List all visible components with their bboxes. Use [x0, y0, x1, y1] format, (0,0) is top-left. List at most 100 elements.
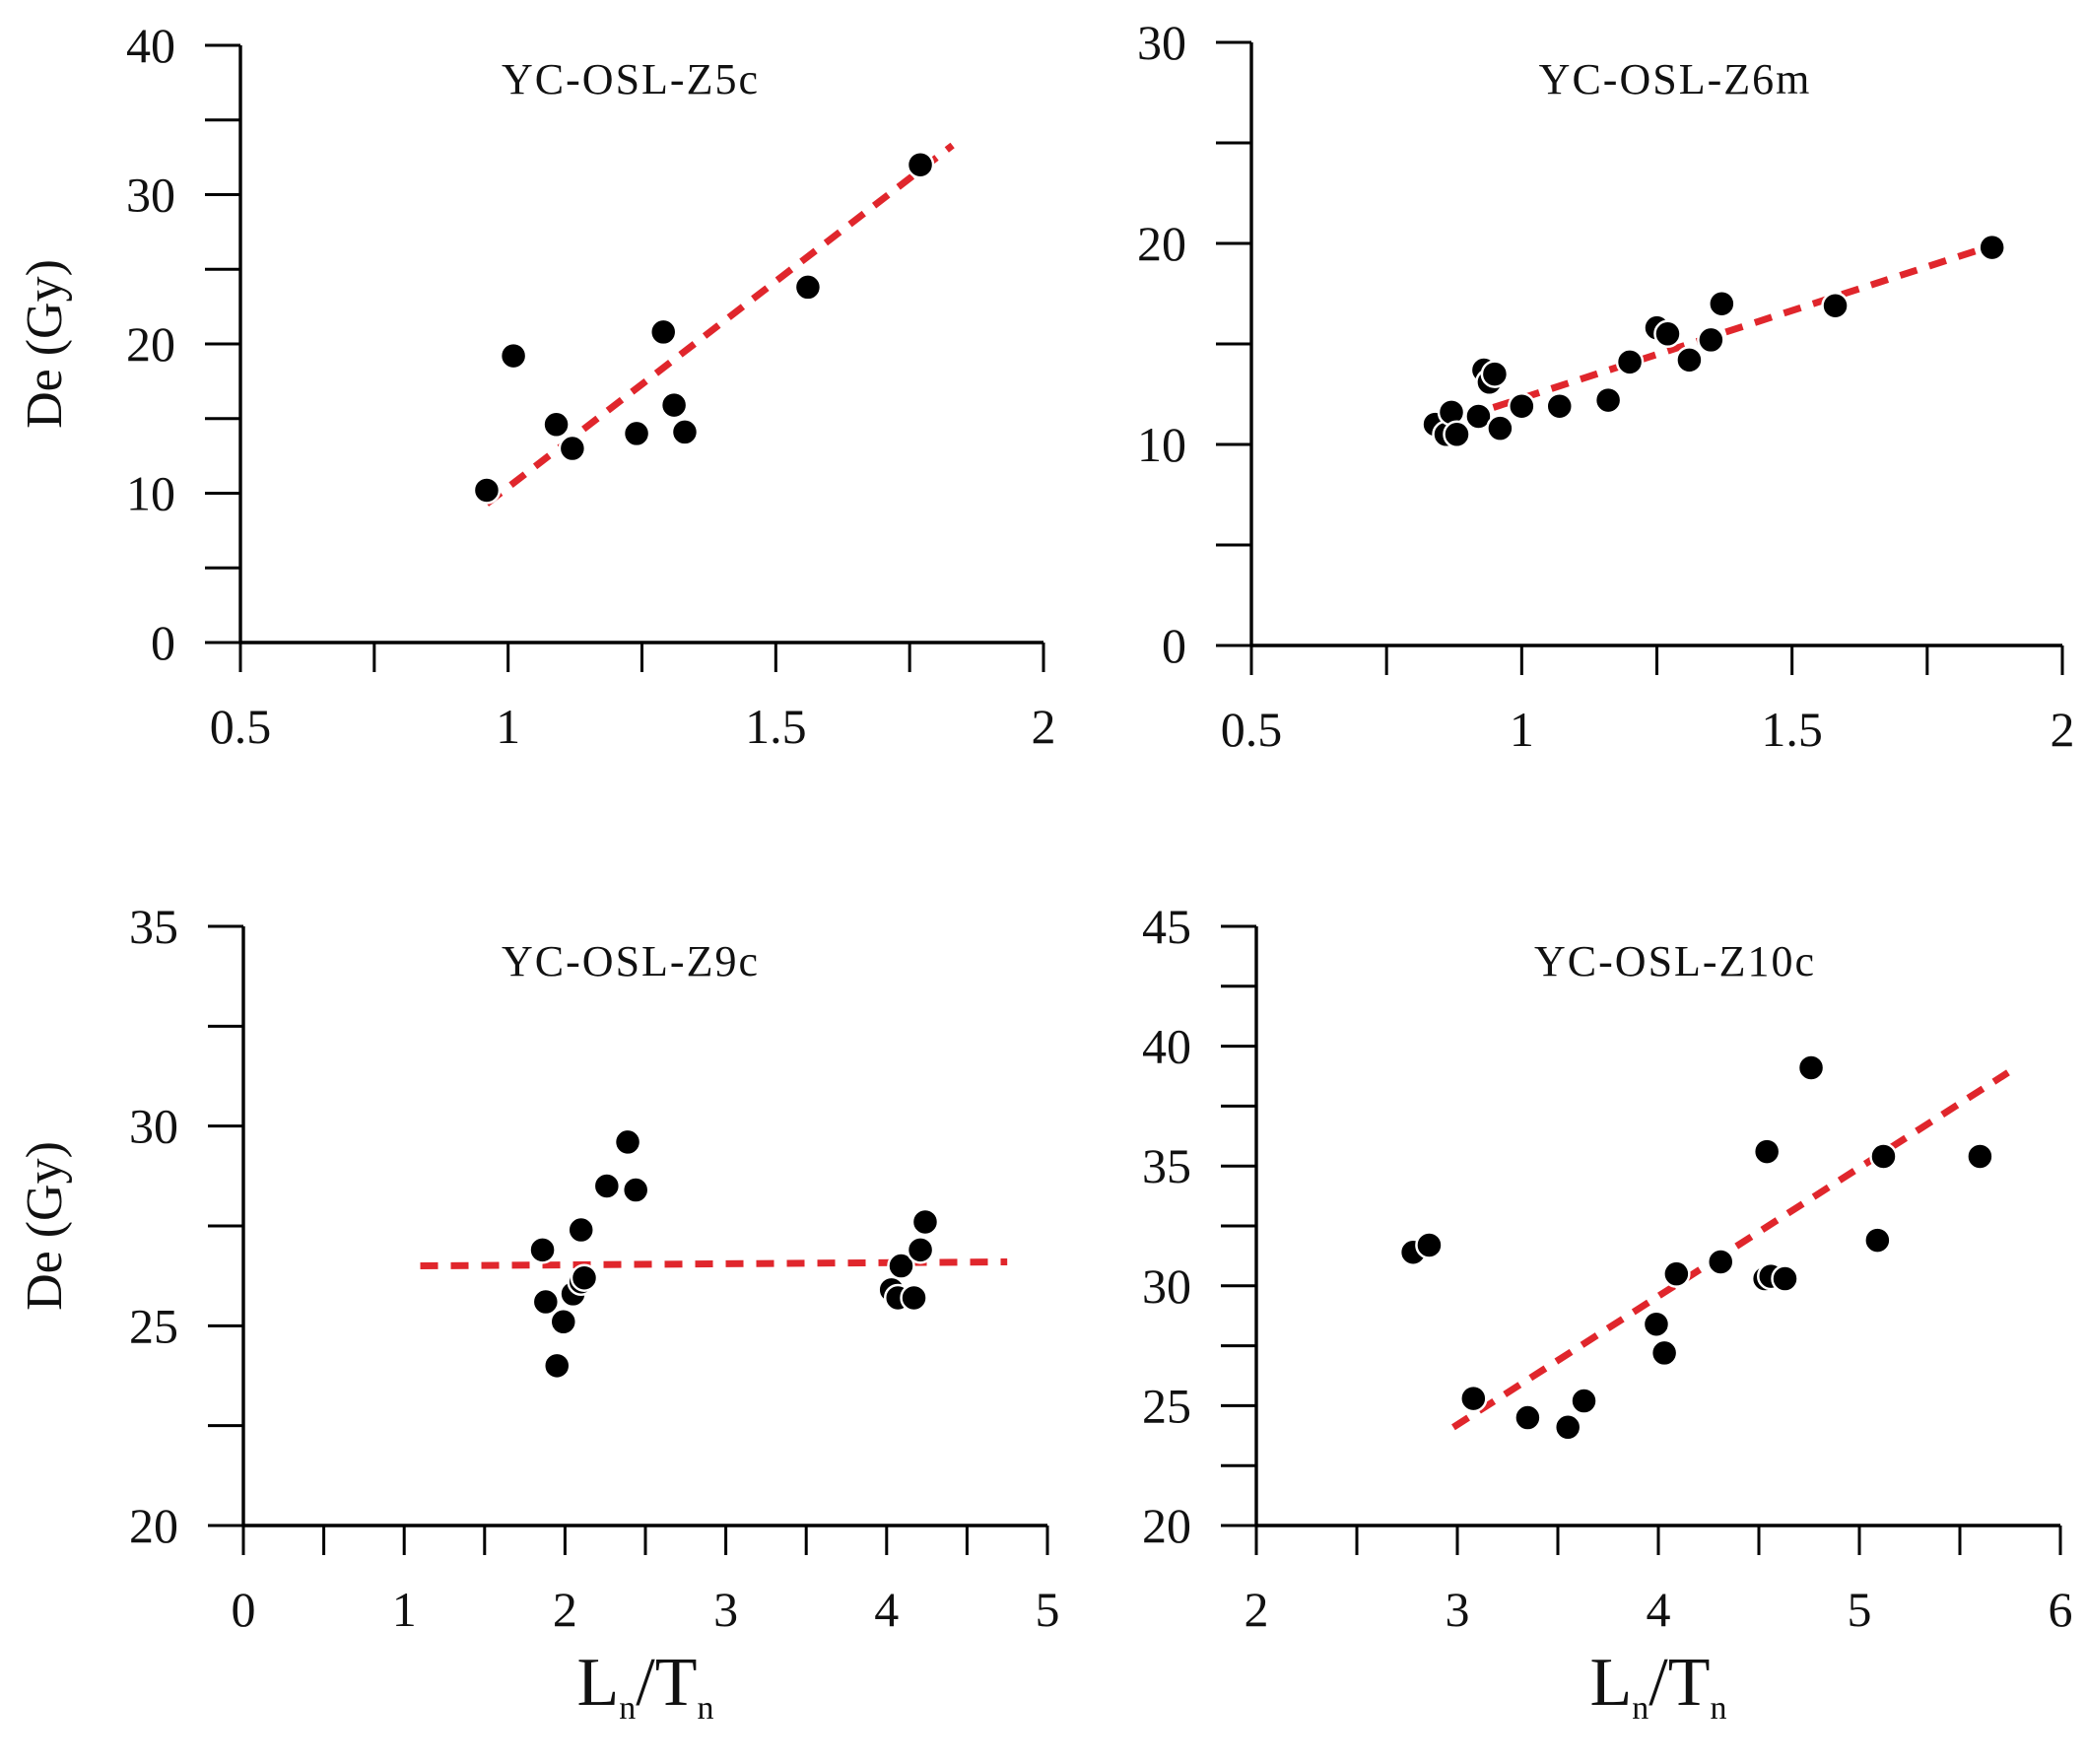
data-point: [1675, 346, 1704, 374]
y-tick-label: 45: [1142, 899, 1191, 954]
x-tick-label: 1: [392, 1582, 417, 1637]
data-point: [613, 1127, 642, 1157]
data-point: [1553, 1413, 1582, 1442]
data-point: [648, 317, 678, 347]
data-point: [1771, 1264, 1799, 1293]
x-tick-label: 6: [2049, 1582, 2073, 1637]
y-tick-label: 0: [151, 615, 175, 670]
x-tick-label: 2: [1032, 699, 1056, 754]
data-point: [1514, 1403, 1542, 1432]
x-tick-label: 1.5: [1761, 702, 1823, 757]
y-tick-label: 20: [1137, 216, 1186, 271]
y-tick-label: 20: [129, 1498, 178, 1553]
y-tick-label: 30: [1137, 15, 1186, 70]
data-point: [622, 419, 651, 448]
x-axis-title-sub: n: [697, 1690, 713, 1727]
y-tick-label: 30: [129, 1099, 178, 1154]
y-tick-label: 10: [1137, 417, 1186, 472]
data-point: [549, 1308, 578, 1336]
y-tick-label: 25: [129, 1298, 178, 1353]
y-tick-label: 0: [1162, 618, 1186, 673]
data-point: [1459, 1384, 1488, 1413]
data-point: [793, 273, 823, 302]
x-axis-title-main: L: [1590, 1645, 1633, 1721]
x-tick-label: 2: [1245, 1582, 1269, 1637]
data-point: [1697, 325, 1725, 355]
data-point: [1662, 1259, 1691, 1288]
fit-line: [1451, 1069, 2010, 1431]
y-tick-label: 30: [126, 168, 175, 223]
data-point: [528, 1236, 557, 1264]
y-tick-label: 30: [1142, 1258, 1191, 1314]
x-axis-title-sub: n: [1632, 1690, 1649, 1727]
data-point: [1415, 1231, 1444, 1259]
data-point: [906, 1236, 935, 1264]
data-point: [900, 1283, 928, 1313]
panel-title: YC-OSL-Z6m: [1539, 55, 1812, 103]
data-point: [1593, 385, 1623, 415]
data-point: [472, 476, 502, 505]
data-point: [499, 341, 528, 371]
y-tick-label: 25: [1142, 1378, 1191, 1433]
data-point: [1545, 391, 1574, 421]
y-tick-label: 35: [129, 899, 178, 954]
data-point: [542, 410, 571, 440]
data-point: [1708, 289, 1736, 318]
data-point: [1966, 1142, 1994, 1171]
data-point: [1480, 360, 1510, 388]
data-point: [570, 1263, 599, 1292]
x-tick-label: 5: [1848, 1582, 1872, 1637]
data-point: [887, 1252, 915, 1280]
data-point: [1653, 319, 1682, 349]
data-point: [1615, 348, 1645, 376]
data-point: [670, 418, 700, 446]
x-axis-title-sub: n: [619, 1690, 636, 1727]
data-point: [1869, 1142, 1898, 1171]
y-axis-title: De (Gy): [17, 1141, 73, 1311]
y-tick-label: 40: [1142, 1019, 1191, 1074]
y-tick-label: 20: [126, 316, 175, 372]
x-tick-label: 0.5: [210, 699, 272, 754]
x-tick-label: 4: [1647, 1582, 1671, 1637]
panel-yc-osl-z6m: 0 10 20 30 0.5 1 1.5 2 YC-OSL-Z6m: [1137, 15, 2075, 757]
data-point: [1464, 402, 1493, 431]
panel-title: YC-OSL-Z5c: [502, 55, 760, 103]
x-tick-label: 4: [874, 1582, 899, 1637]
data-point: [1508, 391, 1536, 421]
x-tick-label: 2: [553, 1582, 577, 1637]
data-point: [1796, 1053, 1826, 1082]
data-point: [1821, 291, 1850, 320]
x-axis-title-sub: n: [1710, 1690, 1726, 1727]
panel-title: YC-OSL-Z9c: [502, 937, 760, 985]
x-tick-label: 2: [2051, 702, 2075, 757]
x-axis-title-main: /T: [636, 1645, 697, 1721]
y-tick-label: 40: [126, 18, 175, 73]
data-point: [1642, 1310, 1671, 1338]
y-tick-label: 35: [1142, 1138, 1191, 1193]
data-point: [659, 390, 689, 420]
data-point: [621, 1176, 650, 1204]
x-tick-label: 1: [1510, 702, 1534, 757]
data-point: [1706, 1248, 1735, 1276]
x-axis-title-main: /T: [1649, 1645, 1710, 1721]
x-axis-title-main: L: [577, 1645, 620, 1721]
y-tick-label: 10: [126, 466, 175, 521]
data-point: [1863, 1226, 1892, 1255]
data-point: [1486, 414, 1514, 442]
x-tick-label: 0: [232, 1582, 256, 1637]
data-point: [592, 1172, 622, 1200]
x-tick-label: 3: [713, 1582, 738, 1637]
data-point: [567, 1215, 595, 1245]
x-tick-label: 0.5: [1221, 702, 1283, 757]
x-tick-label: 1.5: [745, 699, 807, 754]
fit-line: [484, 142, 955, 507]
data-point: [531, 1287, 561, 1317]
panel-title: YC-OSL-Z10c: [1534, 937, 1816, 985]
x-tick-label: 1: [496, 699, 520, 754]
panel-yc-osl-z5c: 0 10 20 30 40 0.5 1 1.5 2 YC-OSL-Z5c De (Gy): [17, 18, 1056, 754]
y-tick-label: 20: [1142, 1498, 1191, 1553]
data-point: [1978, 233, 2006, 262]
x-axis-title: Ln/Tn: [1590, 1645, 1727, 1727]
